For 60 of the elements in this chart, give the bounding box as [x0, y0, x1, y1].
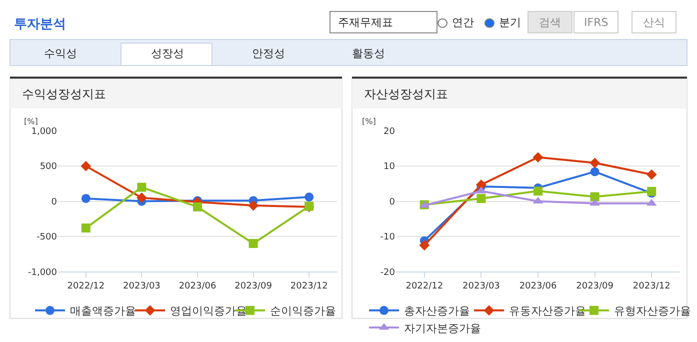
text: IFRS: [584, 16, 608, 29]
text: 활동성: [352, 47, 385, 60]
point: [248, 200, 258, 211]
point: [304, 192, 314, 202]
x-tick-label: 2023/06: [178, 282, 216, 292]
chart-title: 수익성장성지표: [22, 87, 106, 101]
x-tick-label: 2023/12: [632, 282, 670, 292]
point: [590, 167, 600, 176]
legend-label: 총자산증가율: [404, 304, 470, 318]
point: [419, 240, 430, 250]
point: [590, 198, 600, 206]
y-axis-title: [%]: [24, 117, 38, 126]
point: [81, 224, 90, 233]
point: [476, 194, 486, 203]
point: [532, 152, 544, 162]
point: [590, 192, 600, 202]
y-tick-label: 0: [51, 197, 58, 208]
y-tick-label: 20: [384, 127, 396, 138]
x-tick-label: 2023/09: [234, 282, 272, 292]
chart-title: 자산성장성지표: [364, 87, 448, 101]
legend-label: 매출액증가율: [70, 304, 136, 318]
text: 검색: [539, 16, 561, 29]
x-tick-label: 2023/03: [123, 282, 160, 292]
x-tick-label: 2022/12: [67, 282, 105, 292]
x-tick-label: 2023/06: [519, 282, 557, 292]
y-axis-title: [%]: [362, 117, 376, 126]
y-tick-label: -1,000: [28, 268, 58, 278]
point: [81, 194, 90, 203]
point: [248, 239, 258, 248]
point: [534, 186, 542, 196]
point: [136, 192, 147, 203]
legend-label: 유형자산증가율: [614, 304, 691, 318]
y-tick-label: 500: [40, 162, 58, 172]
x-tick-label: 2022/12: [406, 282, 444, 292]
x-tick-label: 2023/12: [290, 282, 328, 292]
point: [137, 182, 146, 192]
y-tick-label: 10: [384, 162, 396, 172]
text: 안정성: [252, 47, 285, 60]
point: [80, 160, 92, 172]
text: 수익성: [44, 47, 77, 60]
y-tick-label: 1,000: [31, 127, 58, 138]
text: 주재무제표: [338, 16, 393, 29]
text: 연간: [452, 16, 474, 29]
x-tick-label: 2023/09: [576, 282, 614, 292]
text: 성장성: [151, 47, 184, 60]
point: [193, 202, 202, 212]
x-tick-label: 2023/03: [462, 282, 500, 292]
y-tick-label: -20: [380, 268, 396, 278]
y-tick-label: -500: [36, 232, 58, 243]
point: [646, 169, 657, 180]
legend-label: 순이익증가율: [270, 304, 336, 318]
text: 분기: [499, 16, 521, 29]
point: [590, 158, 600, 168]
y-tick-label: -10: [380, 232, 396, 243]
legend-label: 자기자본증가율: [404, 322, 481, 335]
text: 투자분석: [14, 17, 66, 32]
legend-label: 영업이익증가율: [170, 304, 247, 318]
y-tick-label: 0: [389, 197, 396, 208]
legend-label: 유동자산증가율: [509, 304, 586, 318]
text: 산식: [643, 16, 665, 29]
